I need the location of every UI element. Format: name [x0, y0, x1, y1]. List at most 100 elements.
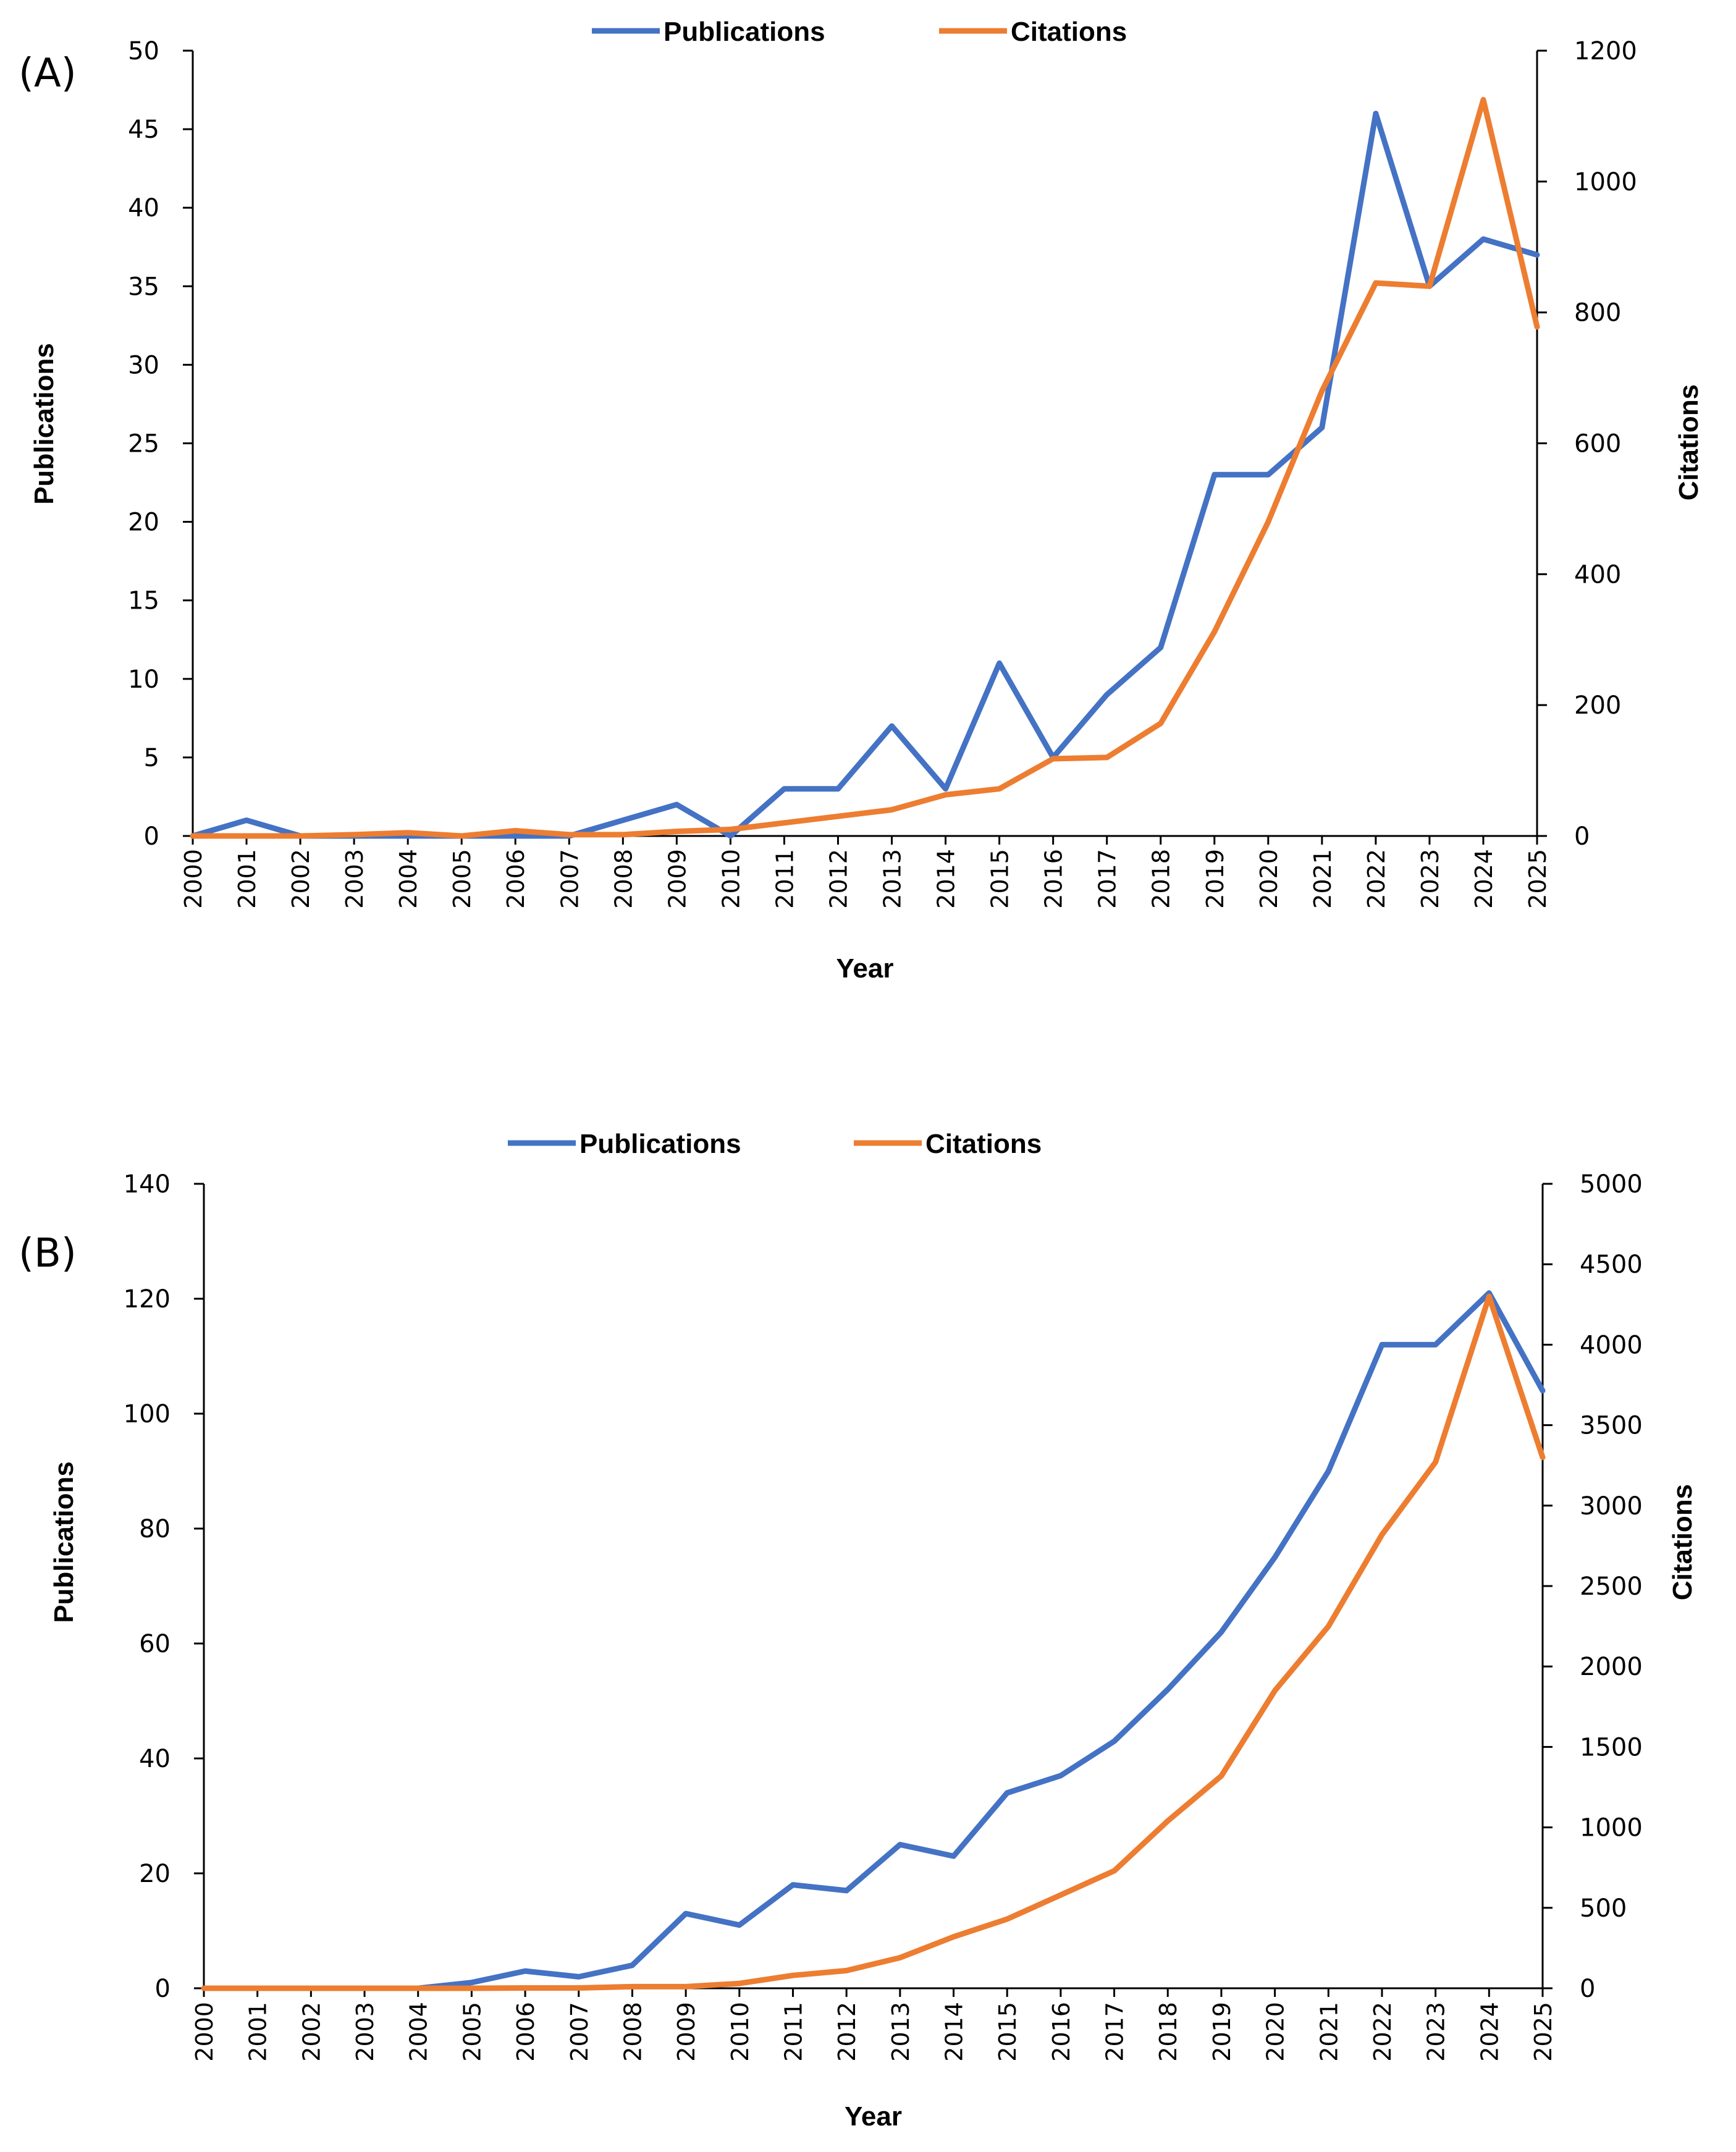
x-tick-label: 2021 [1309, 849, 1336, 909]
left-y-axis-title: Publications [49, 1461, 79, 1623]
x-tick-label: 2007 [566, 2002, 593, 2062]
right-y-tick-label: 1200 [1574, 37, 1637, 65]
right-y-axis-title: Citations [1667, 1484, 1698, 1600]
legend-label-citations: Citations [925, 1129, 1042, 1159]
left-y-tick-label: 140 [124, 1170, 171, 1199]
series-line-citations [201, 1293, 1546, 1991]
right-y-tick-label: 0 [1574, 822, 1590, 851]
x-tick-label: 2016 [1048, 2002, 1075, 2062]
x-tick-label: 2021 [1315, 2002, 1342, 2062]
right-y-tick-label: 5000 [1580, 1170, 1643, 1199]
x-tick-label: 2020 [1262, 2002, 1289, 2062]
x-tick-label: 2013 [879, 849, 906, 909]
x-tick-label: 2017 [1094, 849, 1121, 909]
right-y-tick-label: 2000 [1580, 1653, 1643, 1681]
x-tick-label: 2002 [298, 2002, 325, 2062]
right-y-tick-label: 1000 [1574, 168, 1637, 196]
left-y-tick-label: 50 [128, 37, 159, 65]
left-y-tick-label: 15 [128, 587, 159, 615]
x-tick-label: 2001 [234, 849, 261, 909]
x-axis-title: Year [836, 953, 894, 984]
left-y-tick-label: 25 [128, 430, 159, 458]
x-tick-label: 2004 [405, 2002, 432, 2062]
x-tick-label: 2008 [610, 849, 637, 909]
right-y-axis-title: Citations [1674, 384, 1704, 500]
x-tick-label: 2004 [395, 849, 422, 909]
left-y-tick-label: 40 [139, 1745, 171, 1773]
legend-label-publications: Publications [579, 1129, 741, 1159]
x-tick-label: 2012 [825, 849, 852, 909]
x-tick-label: 2003 [352, 2002, 379, 2062]
x-tick-label: 2001 [245, 2002, 272, 2062]
x-tick-label: 2019 [1208, 2002, 1236, 2062]
x-tick-label: 2010 [727, 2002, 754, 2062]
left-y-tick-label: 100 [124, 1400, 171, 1428]
left-y-tick-label: 0 [155, 1975, 171, 2003]
right-y-tick-label: 400 [1574, 560, 1621, 589]
right-y-tick-label: 1000 [1580, 1814, 1643, 1842]
x-tick-label: 2018 [1148, 849, 1175, 909]
x-tick-label: 2006 [512, 2002, 539, 2062]
left-y-tick-label: 40 [128, 194, 159, 222]
right-y-tick-label: 3000 [1580, 1492, 1643, 1521]
x-tick-label: 2016 [1040, 849, 1068, 909]
x-tick-label: 2023 [1417, 849, 1444, 909]
x-tick-label: 2020 [1255, 849, 1283, 909]
left-y-tick-label: 45 [128, 116, 159, 144]
x-tick-label: 2009 [673, 2002, 700, 2062]
left-y-tick-label: 5 [144, 744, 159, 772]
x-tick-label: 2005 [449, 849, 476, 909]
x-tick-label: 2002 [287, 849, 314, 909]
x-tick-label: 2000 [191, 2002, 218, 2062]
x-tick-label: 2006 [502, 849, 529, 909]
left-y-tick-label: 80 [139, 1515, 171, 1543]
x-tick-label: 2014 [941, 2002, 968, 2062]
right-y-tick-label: 500 [1580, 1894, 1627, 1923]
x-tick-label: 2000 [180, 849, 207, 909]
legend-label-citations: Citations [1011, 17, 1127, 47]
x-tick-label: 2008 [619, 2002, 646, 2062]
panel-label: (B) [19, 1231, 77, 1276]
left-y-tick-label: 60 [139, 1630, 171, 1658]
x-tick-label: 2003 [341, 849, 368, 909]
series-line-citations [190, 96, 1540, 839]
left-y-tick-label: 35 [128, 272, 159, 301]
right-y-tick-label: 600 [1574, 430, 1621, 458]
x-tick-label: 2010 [717, 849, 744, 909]
x-tick-label: 2011 [771, 849, 798, 909]
left-y-tick-label: 0 [144, 822, 159, 851]
x-tick-label: 2024 [1470, 849, 1498, 909]
x-tick-label: 2015 [994, 2002, 1021, 2062]
right-y-tick-label: 800 [1574, 299, 1621, 327]
x-tick-label: 2012 [833, 2002, 861, 2062]
left-y-axis-title: Publications [29, 343, 59, 505]
left-y-tick-label: 20 [128, 508, 159, 537]
right-y-tick-label: 1500 [1580, 1733, 1643, 1762]
right-y-tick-label: 200 [1574, 691, 1621, 720]
left-y-tick-label: 10 [128, 665, 159, 694]
legend-label-publications: Publications [664, 17, 825, 47]
right-y-tick-label: 4500 [1580, 1251, 1643, 1279]
x-tick-label: 2025 [1524, 849, 1551, 909]
series-line-publications [201, 1290, 1546, 1991]
panel-label: (A) [19, 51, 77, 96]
chart-panel-a: (A)0510152025303540455002004006008001000… [19, 17, 1704, 984]
x-axis-title: Year [845, 2101, 902, 2132]
right-y-tick-label: 0 [1580, 1975, 1595, 2003]
left-y-tick-label: 120 [124, 1285, 171, 1314]
x-tick-label: 2023 [1423, 2002, 1450, 2062]
chart-panel-b: (B) 0 20 40 60 80 100 120 140 0 500 1000 1500 2000 250… [19, 1129, 1698, 2132]
x-tick-label: 2017 [1102, 2002, 1129, 2062]
x-tick-label: 2011 [780, 2002, 807, 2062]
x-tick-label: 2013 [887, 2002, 914, 2062]
x-tick-label: 2019 [1202, 849, 1229, 909]
right-y-tick-label: 4000 [1580, 1331, 1643, 1359]
right-y-tick-label: 2500 [1580, 1572, 1643, 1601]
x-tick-label: 2007 [556, 849, 583, 909]
series-line-publications [190, 111, 1540, 839]
x-tick-label: 2014 [933, 849, 960, 909]
x-tick-label: 2005 [458, 2002, 486, 2062]
x-tick-label: 2022 [1369, 2002, 1396, 2062]
